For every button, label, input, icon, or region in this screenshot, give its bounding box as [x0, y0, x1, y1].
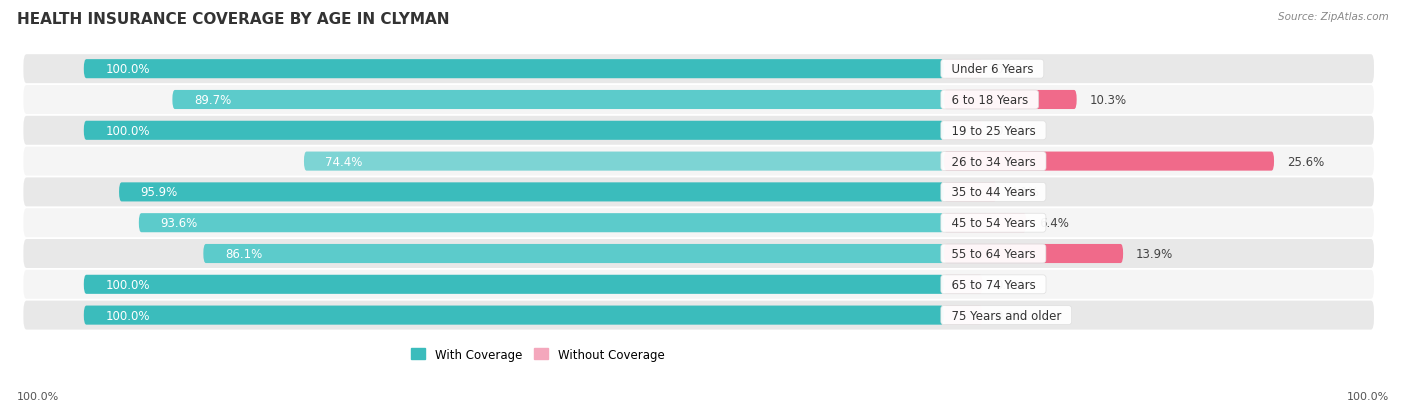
- FancyBboxPatch shape: [943, 275, 983, 294]
- FancyBboxPatch shape: [304, 152, 943, 171]
- FancyBboxPatch shape: [84, 275, 943, 294]
- FancyBboxPatch shape: [84, 306, 943, 325]
- Text: 6 to 18 Years: 6 to 18 Years: [943, 94, 1036, 107]
- Text: 100.0%: 100.0%: [105, 278, 150, 291]
- FancyBboxPatch shape: [24, 209, 1374, 237]
- Text: 4.1%: 4.1%: [1010, 186, 1039, 199]
- Text: 0.0%: 0.0%: [995, 124, 1025, 138]
- Legend: With Coverage, Without Coverage: With Coverage, Without Coverage: [406, 343, 669, 366]
- Text: 65 to 74 Years: 65 to 74 Years: [943, 278, 1043, 291]
- FancyBboxPatch shape: [24, 147, 1374, 176]
- FancyBboxPatch shape: [943, 214, 1026, 233]
- Text: Source: ZipAtlas.com: Source: ZipAtlas.com: [1278, 12, 1389, 22]
- Text: Under 6 Years: Under 6 Years: [943, 63, 1040, 76]
- FancyBboxPatch shape: [24, 301, 1374, 330]
- FancyBboxPatch shape: [84, 121, 943, 140]
- FancyBboxPatch shape: [24, 270, 1374, 299]
- Text: 0.0%: 0.0%: [995, 278, 1025, 291]
- Text: 6.4%: 6.4%: [1039, 217, 1069, 230]
- FancyBboxPatch shape: [943, 244, 1123, 263]
- FancyBboxPatch shape: [84, 60, 943, 79]
- Text: 19 to 25 Years: 19 to 25 Years: [943, 124, 1043, 138]
- Text: 89.7%: 89.7%: [194, 94, 231, 107]
- Text: 10.3%: 10.3%: [1090, 94, 1126, 107]
- Text: 93.6%: 93.6%: [160, 217, 198, 230]
- Text: 100.0%: 100.0%: [105, 309, 150, 322]
- Text: 100.0%: 100.0%: [105, 63, 150, 76]
- Text: 26 to 34 Years: 26 to 34 Years: [943, 155, 1043, 168]
- Text: 86.1%: 86.1%: [225, 247, 262, 260]
- Text: 55 to 64 Years: 55 to 64 Years: [943, 247, 1043, 260]
- Text: 95.9%: 95.9%: [141, 186, 177, 199]
- FancyBboxPatch shape: [139, 214, 943, 233]
- FancyBboxPatch shape: [204, 244, 943, 263]
- Text: 100.0%: 100.0%: [1347, 391, 1389, 401]
- Text: 0.0%: 0.0%: [995, 63, 1025, 76]
- FancyBboxPatch shape: [943, 183, 997, 202]
- FancyBboxPatch shape: [24, 178, 1374, 207]
- Text: 0.0%: 0.0%: [995, 309, 1025, 322]
- FancyBboxPatch shape: [24, 116, 1374, 145]
- Text: 35 to 44 Years: 35 to 44 Years: [943, 186, 1043, 199]
- FancyBboxPatch shape: [120, 183, 943, 202]
- Text: 75 Years and older: 75 Years and older: [943, 309, 1069, 322]
- Text: 74.4%: 74.4%: [325, 155, 363, 168]
- Text: 45 to 54 Years: 45 to 54 Years: [943, 217, 1043, 230]
- FancyBboxPatch shape: [943, 60, 983, 79]
- FancyBboxPatch shape: [943, 121, 983, 140]
- Text: HEALTH INSURANCE COVERAGE BY AGE IN CLYMAN: HEALTH INSURANCE COVERAGE BY AGE IN CLYM…: [17, 12, 450, 27]
- FancyBboxPatch shape: [173, 91, 943, 110]
- FancyBboxPatch shape: [24, 86, 1374, 115]
- FancyBboxPatch shape: [943, 152, 1274, 171]
- FancyBboxPatch shape: [24, 55, 1374, 84]
- Text: 100.0%: 100.0%: [105, 124, 150, 138]
- Text: 13.9%: 13.9%: [1136, 247, 1173, 260]
- Text: 25.6%: 25.6%: [1286, 155, 1324, 168]
- FancyBboxPatch shape: [24, 240, 1374, 268]
- FancyBboxPatch shape: [943, 91, 1077, 110]
- Text: 100.0%: 100.0%: [17, 391, 59, 401]
- FancyBboxPatch shape: [943, 306, 983, 325]
